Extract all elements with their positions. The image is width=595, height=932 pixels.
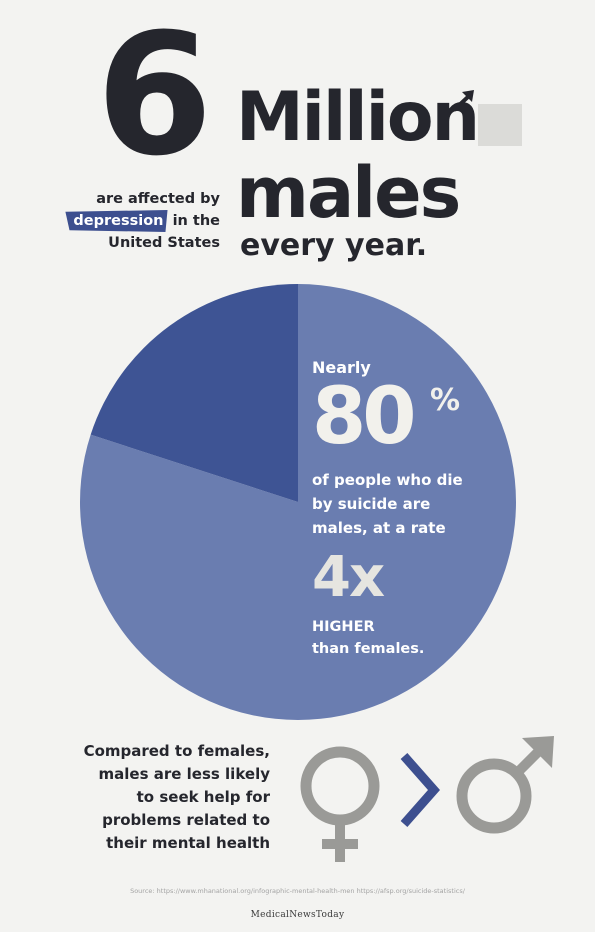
stat-desc-line-1: of people who die (312, 471, 463, 489)
higher-label: HIGHER (312, 619, 375, 635)
percent-sign: % (430, 383, 461, 418)
higher-than-females: HIGHER than females. (312, 616, 512, 660)
million-heading: Million (236, 78, 480, 157)
males-heading: males (236, 152, 461, 234)
nearly-label: Nearly (312, 358, 371, 377)
newsprint-texture (478, 104, 522, 146)
percent-number: 80 (312, 372, 417, 462)
every-year-heading: every year. (240, 228, 428, 263)
comparison-line-5: their mental health (106, 834, 270, 852)
comparison-line-1: Compared to females, (83, 742, 270, 760)
comparison-text: Compared to females, males are less like… (40, 740, 270, 855)
brand-logo-text: MedicalNewsToday (250, 910, 345, 920)
female-symbol-icon (300, 746, 380, 862)
stat-description: of people who die by suicide are males, … (312, 468, 512, 540)
depression-tag: depression (65, 210, 168, 232)
big-number-six: 6 (96, 0, 213, 193)
than-females-label: than females. (312, 641, 425, 657)
comparison-line-4: problems related to (102, 811, 270, 829)
affected-line-3: United States (108, 235, 220, 251)
stat-desc-line-2: by suicide are (312, 495, 431, 513)
percent-row: 80 % (312, 372, 512, 462)
affected-line-2-rest: in the (167, 213, 220, 229)
affected-line-1: are affected by (96, 191, 220, 207)
multiplier-value: 4x (312, 545, 385, 610)
suicide-pie-chart (79, 284, 516, 720)
source-citation: Source: https://www.mhanational.org/info… (130, 887, 465, 895)
male-symbol-icon (456, 736, 554, 834)
comparison-line-2: males are less likely (98, 765, 270, 783)
comparison-line-3: to seek help for (136, 788, 270, 806)
pie-slice-0 (79, 284, 516, 720)
stat-desc-line-3: males, at a rate (312, 519, 446, 537)
greater-than-icon (400, 753, 441, 827)
affected-line-2: depression in the (60, 210, 220, 232)
pie-slice-1 (90, 284, 298, 502)
affected-by-depression-text: are affected by depression in the United… (60, 188, 220, 254)
pie-stat-text: Nearly 80 % of people who die by suicide… (312, 358, 512, 660)
male-symbol-small-icon (452, 90, 474, 112)
